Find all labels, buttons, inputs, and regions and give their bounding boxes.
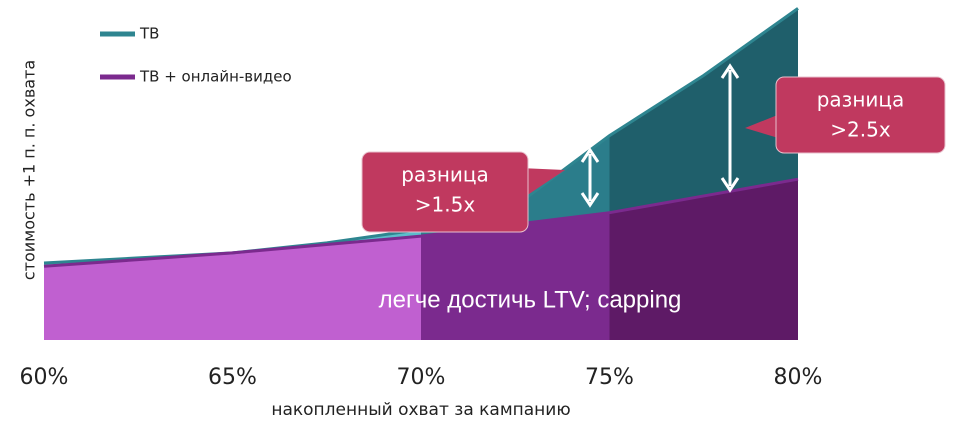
arrow-head [720,177,740,193]
callout-text: разница [817,88,905,112]
callout-box [775,76,946,154]
callout-box [361,151,529,233]
x-tick-label: 75% [585,365,634,390]
area-fill [44,236,421,340]
y-axis-label: стоимость +1 п. п. охвата [20,60,39,280]
legend-label: ТВ [139,25,159,43]
area-fill [609,179,798,340]
arrow-head [580,192,600,208]
callout-pointer [520,168,565,200]
x-tick-label: 80% [774,365,823,390]
callout-text: разница [401,163,489,187]
arrow-head [580,147,600,163]
x-axis-label: накопленный охват за кампанию [271,400,570,420]
callout-text: >1.5x [415,193,476,217]
x-tick-label: 65% [208,365,257,390]
legend-label: ТВ + онлайн-видео [139,68,292,86]
callout-text: >2.5x [830,118,891,142]
x-tick-label: 70% [397,365,446,390]
line [43,177,799,268]
chart-annotation: легче достичь LTV; capping [379,286,682,313]
callout-pointer [745,112,785,140]
x-tick-label: 60% [20,365,69,390]
area-fill [421,212,610,340]
arrow-head [720,63,740,79]
